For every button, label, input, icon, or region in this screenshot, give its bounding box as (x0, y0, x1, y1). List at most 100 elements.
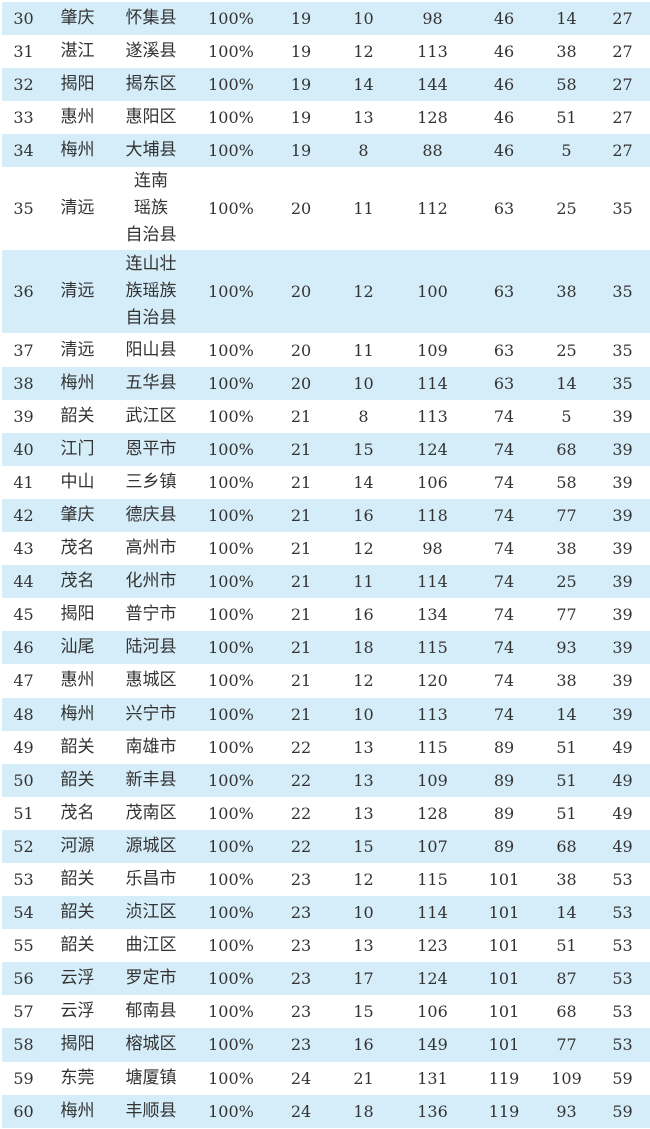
rank-cell: 36 (2, 250, 45, 334)
rate-cell: 100% (208, 737, 254, 757)
col-10-cell: 27 (612, 108, 633, 128)
col-7-cell: 100 (395, 250, 470, 334)
table-row: 48 梅州 兴宁市 100% 21 10 113 74 14 39 (2, 697, 650, 731)
city-cell: 东莞 (60, 1067, 95, 1088)
col-6-cell: 10 (332, 2, 395, 36)
rate-cell: 100% (192, 250, 270, 334)
col-9-cell: 14 (538, 896, 595, 930)
rank-cell: 52 (2, 829, 45, 863)
col-7-cell: 106 (417, 472, 448, 492)
col-9-cell: 109 (551, 1068, 582, 1088)
col-8-cell: 101 (470, 896, 538, 930)
col-7-cell: 109 (395, 763, 470, 797)
rank-cell: 58 (2, 1028, 45, 1062)
rate-cell: 100% (208, 936, 254, 956)
col-8-cell: 74 (493, 671, 515, 691)
col-8-cell: 63 (493, 199, 515, 219)
rate-cell: 100% (192, 1094, 270, 1128)
county-cell: 茂南区 (125, 802, 177, 823)
col-8-cell: 74 (493, 472, 515, 492)
col-10-cell: 53 (595, 1028, 650, 1062)
col-10-cell: 59 (612, 1068, 633, 1088)
table-row: 30 肇庆 怀集县 100% 19 10 98 46 14 27 (2, 2, 650, 36)
col-10-cell: 39 (595, 631, 650, 665)
city-cell: 云浮 (45, 962, 110, 996)
county-cell: 德庆县 (110, 498, 192, 533)
col-7-cell: 112 (417, 199, 448, 219)
col-5-cell: 24 (290, 1068, 312, 1088)
county-cell: 惠城区 (125, 670, 177, 691)
county-cell: 怀集县 (110, 2, 192, 36)
col-5-cell: 21 (270, 565, 332, 599)
col-7-cell: 88 (395, 134, 470, 168)
col-7-cell: 144 (395, 68, 470, 102)
col-7-cell: 98 (395, 2, 470, 36)
col-10-cell: 27 (595, 134, 650, 168)
rate-cell: 100% (192, 134, 270, 168)
col-9-cell: 14 (538, 697, 595, 731)
col-5-cell: 20 (290, 199, 312, 219)
col-5-cell: 21 (270, 631, 332, 665)
col-6-cell: 8 (358, 406, 369, 426)
table-row: 34 梅州 大埔县 100% 19 8 88 46 5 27 (2, 134, 650, 168)
rate-cell: 100% (208, 472, 254, 492)
col-6-cell: 13 (332, 763, 395, 797)
county-cell: 武江区 (125, 405, 177, 426)
col-9-cell: 51 (556, 737, 577, 757)
col-9-cell: 51 (556, 803, 577, 823)
rate-cell: 100% (192, 565, 270, 599)
county-cell: 揭东区 (110, 68, 192, 102)
rate-cell: 100% (192, 697, 270, 731)
col-5-cell: 21 (270, 697, 332, 731)
col-10-cell: 35 (612, 340, 633, 360)
table-row: 52 河源 源城区 100% 22 15 107 89 68 49 (2, 829, 650, 863)
col-6-cell: 14 (353, 472, 374, 492)
col-6-cell: 11 (332, 565, 395, 599)
city-cell: 梅州 (45, 1094, 110, 1128)
rank-cell: 38 (2, 366, 45, 400)
county-cell: 普宁市 (125, 604, 177, 625)
col-10-cell: 53 (595, 962, 650, 996)
rate-cell: 100% (208, 671, 254, 691)
col-7-cell: 114 (395, 565, 470, 599)
col-6-cell: 15 (332, 432, 395, 466)
col-8-cell: 74 (493, 605, 515, 625)
rank-cell: 31 (13, 42, 34, 62)
col-8-cell: 101 (488, 936, 520, 956)
rank-cell: 33 (13, 108, 34, 128)
col-8-cell: 89 (493, 737, 515, 757)
table-row: 37 清远 阳山县 100% 20 11 109 63 25 35 (2, 333, 650, 366)
col-9-cell: 5 (561, 406, 572, 426)
table-row: 35 清远 连南 瑶族 自治县 100% 20 11 112 63 25 35 (2, 167, 650, 250)
table-row: 55 韶关 曲江区 100% 23 13 123 101 51 53 (2, 929, 650, 962)
table-row: 43 茂名 高州市 100% 21 12 98 74 38 39 (2, 532, 650, 565)
county-cell: 塘厦镇 (125, 1067, 177, 1088)
col-9-cell: 93 (538, 1094, 595, 1128)
col-8-cell: 74 (493, 539, 515, 559)
col-10-cell: 49 (612, 737, 633, 757)
city-cell: 汕尾 (45, 631, 110, 665)
county-cell: 五华县 (110, 366, 192, 400)
city-cell: 揭阳 (45, 1028, 110, 1062)
rate-cell: 100% (192, 962, 270, 996)
table-row: 40 江门 恩平市 100% 21 15 124 74 68 39 (2, 432, 650, 466)
city-cell: 韶关 (60, 405, 95, 426)
col-5-cell: 22 (290, 803, 312, 823)
rank-cell: 60 (2, 1094, 45, 1128)
col-10-cell: 39 (595, 697, 650, 731)
col-5-cell: 23 (270, 896, 332, 930)
rate-cell: 100% (192, 366, 270, 400)
col-6-cell: 8 (332, 134, 395, 168)
col-6-cell: 16 (332, 498, 395, 533)
col-9-cell: 51 (556, 108, 577, 128)
table-row: 45 揭阳 普宁市 100% 21 16 134 74 77 39 (2, 598, 650, 631)
city-cell: 中山 (60, 471, 95, 492)
col-8-cell: 101 (470, 1028, 538, 1062)
rate-cell: 100% (208, 1002, 254, 1022)
col-6-cell: 18 (332, 1094, 395, 1128)
table-row: 31 湛江 遂溪县 100% 19 12 113 46 38 27 (2, 35, 650, 68)
city-cell: 韶关 (45, 896, 110, 930)
col-5-cell: 20 (290, 340, 312, 360)
col-6-cell: 13 (353, 108, 374, 128)
city-cell: 梅州 (45, 366, 110, 400)
